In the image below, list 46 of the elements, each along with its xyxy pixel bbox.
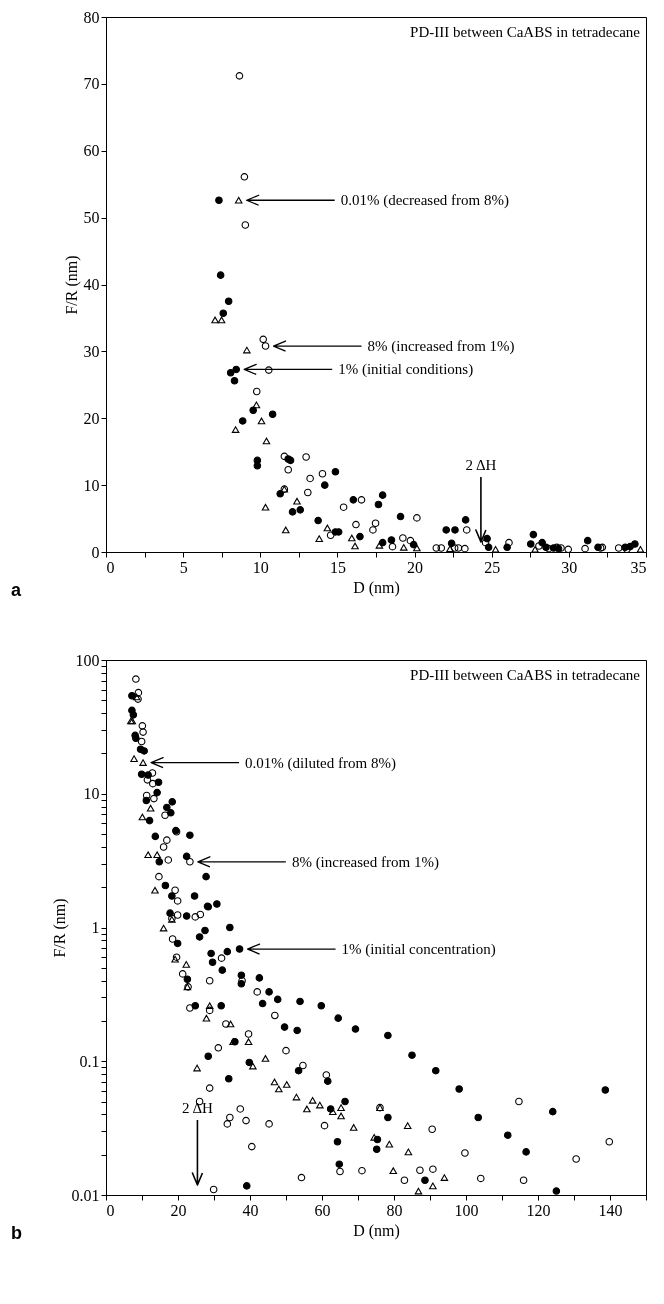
annotation: 1% (initial concentration) [341,941,496,959]
x-tick-label: 0 [106,558,115,576]
chart-title: PD-III between CaABS in tetradecane [410,24,641,40]
y-tick-label: 10 [83,476,100,494]
text: b [11,1223,22,1243]
chart-title: PD-III between CaABS in tetradecane [410,667,641,683]
y-tick-label: 1 [91,919,100,936]
y-tick-label: 40 [83,276,100,293]
x-tick-label: 120 [526,1201,551,1219]
annotation: 8% (increased from 1%) [367,338,515,356]
x-tick-label: 15 [329,558,346,576]
y-tick-label: 0.1 [79,1052,100,1070]
x-tick-label: 60 [314,1201,331,1219]
x-tick-label: 30 [561,558,578,576]
x-axis-title: D (nm) [353,578,400,597]
x-tick-label: 0 [106,1201,115,1219]
x-tick-label: 10 [252,558,269,576]
x-tick-label: 25 [484,558,501,576]
y-tick-label: 0 [91,543,100,561]
annotation: 8% (increased from 1%) [291,853,439,871]
x-tick-label: 20 [170,1201,187,1219]
y-tick-label: 60 [83,142,100,160]
y-tick-label: 50 [83,209,100,227]
y-tick-label: 20 [83,409,100,427]
ref-line-label: 2 ΔH [181,1100,214,1116]
x-tick-label: 20 [407,558,424,576]
text: a [11,580,22,600]
y-tick-label: 70 [83,75,100,93]
x-axis-title: D (nm) [353,1221,400,1240]
x-tick-label: 140 [598,1201,623,1219]
x-tick-label: 80 [386,1201,403,1219]
x-tick-label: 100 [454,1201,479,1219]
y-tick-label: 100 [75,651,100,669]
y-axis-title: F/R (nm) [50,898,69,958]
annotation: 1% (initial conditions) [338,361,474,379]
y-axis-title: F/R (nm) [62,255,81,315]
y-tick-label: 80 [83,8,100,26]
x-tick-label: 35 [630,558,647,576]
x-tick-label: 5 [179,558,188,576]
x-tick-label: 40 [242,1201,259,1219]
annotation: 0.01% (diluted from 8%) [245,754,396,772]
y-tick-label: 0.01 [71,1186,100,1204]
y-tick-label: 30 [83,342,100,360]
y-tick-label: 10 [83,785,100,803]
ref-line-label: 2 ΔH [465,457,497,473]
annotation: 0.01% (decreased from 8%) [340,192,509,210]
